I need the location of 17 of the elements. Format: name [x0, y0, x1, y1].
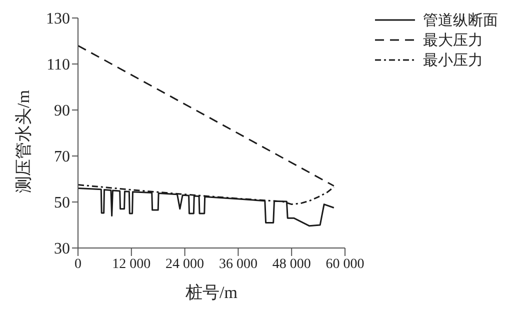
legend-label: 最大压力 [423, 32, 483, 50]
x-tick-label: 0 [74, 256, 82, 272]
x-tick-label: 36 000 [218, 256, 258, 272]
y-axis-title: 测压管水头/m [14, 90, 34, 193]
y-tick-label: 110 [46, 56, 70, 74]
y-tick-label: 130 [46, 10, 70, 28]
x-tick-label: 12 000 [112, 256, 151, 272]
legend-label: 最小压力 [423, 52, 483, 70]
x-tick-label: 60 000 [326, 256, 364, 272]
y-tick-label: 50 [54, 194, 70, 212]
x-tick-label: 24 000 [166, 256, 204, 272]
y-tick-label: 70 [54, 148, 70, 166]
y-tick-label: 30 [54, 240, 70, 258]
y-tick-label: 90 [54, 102, 70, 120]
legend-label: 管道纵断面 [423, 12, 498, 30]
x-axis-title: 桩号/m [184, 283, 238, 302]
x-tick-label: 48 000 [272, 256, 311, 272]
